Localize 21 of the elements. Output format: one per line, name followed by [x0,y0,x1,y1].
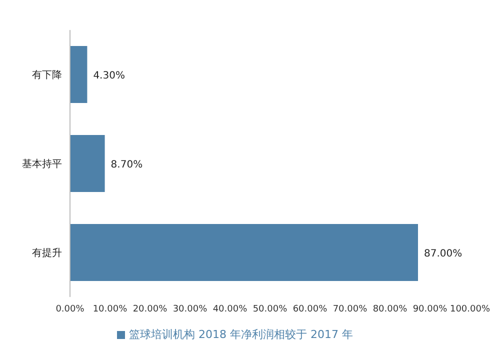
x-tick-label: 80.00% [372,304,408,314]
x-tick-label: 20.00% [132,304,168,314]
bar [70,46,88,104]
y-tick-label: 基本持平 [22,158,62,170]
data-label: 4.30% [93,70,125,82]
x-tick-label: 10.00% [92,304,128,314]
legend-label: 篮球培训机构 2018 年净利润相较于 2017 年 [129,328,353,341]
x-tick-label: 50.00% [252,304,288,314]
x-tick-label: 90.00% [412,304,448,314]
x-tick-label: 30.00% [172,304,208,314]
y-tick-label: 有下降 [32,69,62,82]
y-tick-label: 有提升 [32,247,62,260]
x-tick-label: 70.00% [332,304,368,314]
x-tick-label: 100.00% [450,304,490,314]
x-tick-label: 40.00% [212,304,248,314]
x-tick-label: 0.00% [56,304,85,314]
data-label: 8.70% [110,160,143,171]
bar [70,224,418,282]
data-label: 87.00% [424,248,462,260]
bar [70,135,105,192]
x-tick-label: 60.00% [292,304,328,314]
